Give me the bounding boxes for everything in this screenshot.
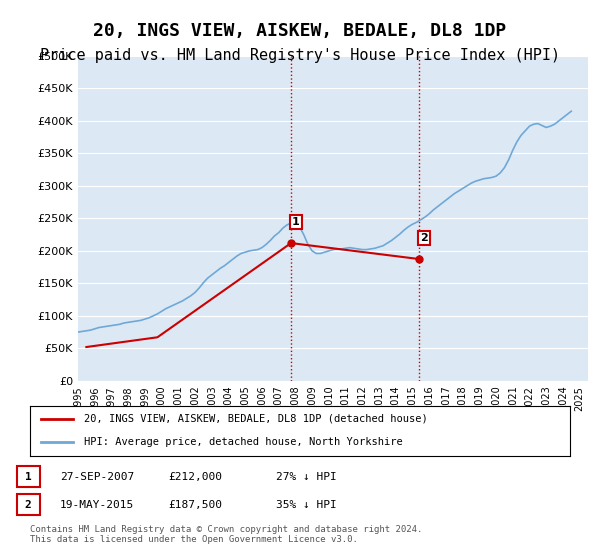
Text: 20, INGS VIEW, AISKEW, BEDALE, DL8 1DP: 20, INGS VIEW, AISKEW, BEDALE, DL8 1DP bbox=[94, 22, 506, 40]
Text: 35% ↓ HPI: 35% ↓ HPI bbox=[276, 500, 337, 510]
Text: 20, INGS VIEW, AISKEW, BEDALE, DL8 1DP (detached house): 20, INGS VIEW, AISKEW, BEDALE, DL8 1DP (… bbox=[84, 414, 428, 423]
Text: 2: 2 bbox=[420, 233, 428, 243]
Text: 27% ↓ HPI: 27% ↓ HPI bbox=[276, 472, 337, 482]
Text: 1: 1 bbox=[292, 217, 300, 227]
Text: £212,000: £212,000 bbox=[168, 472, 222, 482]
Text: £187,500: £187,500 bbox=[168, 500, 222, 510]
Text: Contains HM Land Registry data © Crown copyright and database right 2024.
This d: Contains HM Land Registry data © Crown c… bbox=[30, 525, 422, 544]
Text: Price paid vs. HM Land Registry's House Price Index (HPI): Price paid vs. HM Land Registry's House … bbox=[40, 48, 560, 63]
Text: 19-MAY-2015: 19-MAY-2015 bbox=[60, 500, 134, 510]
Text: HPI: Average price, detached house, North Yorkshire: HPI: Average price, detached house, Nort… bbox=[84, 437, 403, 447]
Text: 1: 1 bbox=[25, 472, 32, 482]
Text: 2: 2 bbox=[25, 500, 32, 510]
Text: 27-SEP-2007: 27-SEP-2007 bbox=[60, 472, 134, 482]
